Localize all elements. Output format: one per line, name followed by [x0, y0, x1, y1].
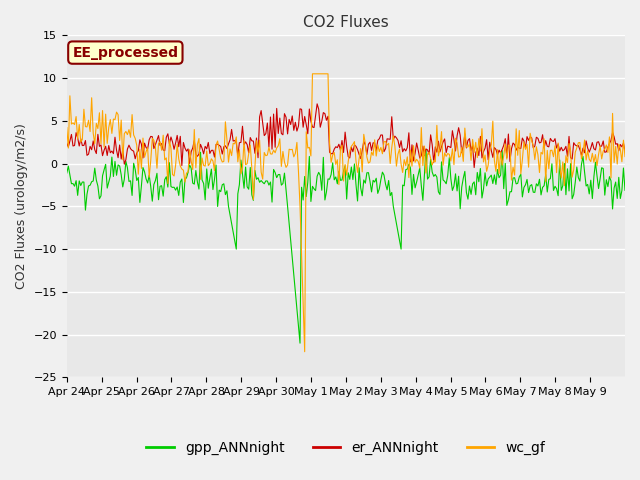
- Y-axis label: CO2 Fluxes (urology/m2/s): CO2 Fluxes (urology/m2/s): [15, 123, 28, 289]
- wc_gf: [257, 169, 265, 175]
- gpp_ANNnight: [257, 178, 265, 183]
- er_ANNnight: [229, 138, 237, 144]
- er_ANNnight: [307, 119, 315, 124]
- gpp_ANNnight: [308, 183, 316, 189]
- Line: gpp_ANNnight: gpp_ANNnight: [67, 150, 625, 343]
- wc_gf: [248, 165, 255, 171]
- wc_gf: [621, 154, 629, 159]
- gpp_ANNnight: [248, 192, 255, 198]
- er_ANNnight: [131, 156, 139, 162]
- er_ANNnight: [257, 108, 265, 113]
- wc_gf: [63, 125, 70, 131]
- Text: EE_processed: EE_processed: [72, 46, 179, 60]
- er_ANNnight: [470, 165, 478, 170]
- er_ANNnight: [593, 139, 601, 145]
- er_ANNnight: [621, 149, 629, 155]
- Line: wc_gf: wc_gf: [67, 74, 625, 352]
- gpp_ANNnight: [229, 229, 237, 235]
- wc_gf: [229, 141, 237, 146]
- gpp_ANNnight: [593, 173, 601, 179]
- er_ANNnight: [248, 138, 255, 144]
- gpp_ANNnight: [63, 170, 70, 176]
- wc_gf: [301, 349, 308, 355]
- gpp_ANNnight: [422, 147, 430, 153]
- er_ANNnight: [63, 140, 70, 146]
- wc_gf: [593, 163, 601, 168]
- wc_gf: [308, 71, 316, 77]
- Title: CO2 Fluxes: CO2 Fluxes: [303, 15, 388, 30]
- wc_gf: [131, 135, 139, 141]
- wc_gf: [310, 71, 318, 77]
- Legend: gpp_ANNnight, er_ANNnight, wc_gf: gpp_ANNnight, er_ANNnight, wc_gf: [141, 436, 551, 461]
- gpp_ANNnight: [621, 188, 629, 193]
- gpp_ANNnight: [296, 340, 304, 346]
- Line: er_ANNnight: er_ANNnight: [67, 104, 625, 168]
- er_ANNnight: [314, 101, 321, 107]
- gpp_ANNnight: [131, 167, 139, 172]
